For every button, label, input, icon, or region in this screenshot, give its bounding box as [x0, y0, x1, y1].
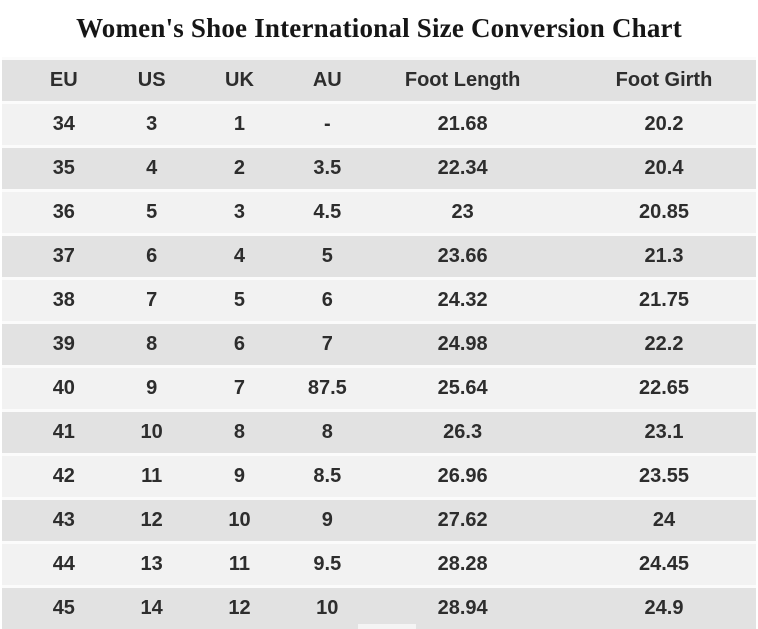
- table-cell: 9: [146, 377, 158, 399]
- table-cell: 26.96: [437, 465, 488, 487]
- table-cell: 24.45: [638, 553, 690, 575]
- table-cell: 9: [321, 509, 333, 531]
- table-cell: 10: [140, 421, 163, 443]
- table-row: 40 9 7 87.5 25.64 22.65: [2, 368, 756, 409]
- table-cell: 3: [146, 113, 158, 135]
- table-cell: 8: [321, 421, 333, 443]
- table-cell: 21.75: [638, 289, 690, 311]
- table-cell: 21.3: [644, 245, 684, 267]
- table-row: 35 4 2 3.5 22.34 20.4: [2, 148, 756, 189]
- table-cell: 39: [52, 333, 75, 355]
- title-bar: Women's Shoe International Size Conversi…: [0, 0, 758, 57]
- column-header-uk: UK: [225, 69, 254, 91]
- table-cell: 7: [321, 333, 333, 355]
- table-cell: 7: [233, 377, 246, 399]
- table-cell: 23.1: [644, 421, 684, 443]
- table-cell: 43: [52, 509, 75, 531]
- table-cell: 22.34: [437, 157, 488, 179]
- table-cell: 5: [146, 201, 158, 223]
- table-row: 42 11 9 8.5 26.96 23.55: [2, 456, 756, 497]
- table-cell: 13: [140, 553, 163, 575]
- bottom-edge-notch: [358, 624, 416, 629]
- table-cell: 25.64: [437, 377, 488, 399]
- table-cell: 11: [228, 553, 251, 575]
- table-cell: 28.94: [437, 597, 488, 619]
- table-row: 45 14 12 10 28.94 24.9: [2, 588, 756, 629]
- table-cell: 6: [233, 333, 246, 355]
- column-header-us: US: [137, 69, 166, 91]
- table-cell: 21.68: [437, 113, 488, 135]
- table-cell: 4: [233, 245, 246, 267]
- table-cell: 8.5: [313, 465, 342, 487]
- table-cell: 22.65: [638, 377, 690, 399]
- table-row: 39 8 6 7 24.98 22.2: [2, 324, 756, 365]
- table-cell: 37: [52, 245, 75, 267]
- table-cell: 45: [52, 597, 75, 619]
- table-row: 41 10 8 8 26.3 23.1: [2, 412, 756, 453]
- table-cell: 5: [233, 289, 246, 311]
- table-cell: 4.5: [313, 201, 342, 223]
- table-cell: 20.85: [638, 201, 690, 223]
- table-cell: 12: [140, 509, 163, 531]
- column-header-foot-girth: Foot Girth: [615, 69, 713, 91]
- table-cell: 1: [233, 113, 246, 135]
- table-cell: 36: [52, 201, 75, 223]
- table-cell: 26.3: [443, 421, 483, 443]
- table-cell: 20.2: [644, 113, 684, 135]
- table-cell: 2: [233, 157, 246, 179]
- table-cell: 3: [233, 201, 246, 223]
- column-header-foot-length: Foot Length: [404, 69, 521, 91]
- table-row: 43 12 10 9 27.62 24: [2, 500, 756, 541]
- table-cell: 41: [52, 421, 75, 443]
- table-cell: 24.9: [644, 597, 684, 619]
- table-row: 38 7 5 6 24.32 21.75: [2, 280, 756, 321]
- table-row: 44 13 11 9.5 28.28 24.45: [2, 544, 756, 585]
- table-row: 36 5 3 4.5 23 20.85: [2, 192, 756, 233]
- table-cell: 24.98: [437, 333, 488, 355]
- table-cell: 6: [146, 245, 158, 267]
- table-cell: 28.28: [437, 553, 488, 575]
- table-cell: 8: [146, 333, 158, 355]
- table-cell: 9.5: [313, 553, 342, 575]
- table-cell: 35: [52, 157, 75, 179]
- table-cell: -: [323, 113, 331, 135]
- table-cell: 44: [52, 553, 75, 575]
- table-cell: 10: [316, 597, 339, 619]
- table-row: 34 3 1 - 21.68 20.2: [2, 104, 756, 145]
- table-cell: 23.55: [638, 465, 690, 487]
- table-cell: 40: [52, 377, 75, 399]
- table-cell: 5: [321, 245, 333, 267]
- table-row: 37 6 4 5 23.66 21.3: [2, 236, 756, 277]
- table-cell: 23.66: [437, 245, 488, 267]
- table-cell: 27.62: [437, 509, 488, 531]
- table-cell: 12: [228, 597, 251, 619]
- table-cell: 14: [140, 597, 163, 619]
- table-header: EU US UK AU Foot Length Foot Girth: [2, 60, 756, 101]
- table-cell: 7: [146, 289, 158, 311]
- column-header-eu: EU: [49, 69, 78, 91]
- header-row: EU US UK AU Foot Length Foot Girth: [2, 60, 756, 101]
- size-conversion-table: EU US UK AU Foot Length Foot Girth 34 3 1-21.68…: [2, 57, 756, 629]
- table-cell: 3.5: [313, 157, 342, 179]
- table-cell: 42: [52, 465, 75, 487]
- table-cell: 87.5: [307, 377, 347, 399]
- table-cell: 38: [52, 289, 75, 311]
- table-cell: 22.2: [644, 333, 684, 355]
- table-cell: 4: [146, 157, 158, 179]
- table-cell: 11: [141, 465, 163, 487]
- table-cell: 6: [321, 289, 333, 311]
- table-cell: 20.4: [644, 157, 684, 179]
- page-title: Women's Shoe International Size Conversi…: [76, 13, 682, 43]
- table-cell: 8: [233, 421, 246, 443]
- table-body: 34 3 1-21.68 20.2 35 4 2 3.5 22.34 20.4 36 5 3 4.5 23 2…: [2, 104, 756, 629]
- table-cell: 23: [451, 201, 474, 223]
- table-cell: 24: [652, 509, 676, 531]
- table-cell: 9: [233, 465, 246, 487]
- column-header-au: AU: [312, 69, 342, 91]
- table-cell: 24.32: [437, 289, 488, 311]
- table-cell: 34: [52, 113, 75, 135]
- table-cell: 10: [228, 509, 251, 531]
